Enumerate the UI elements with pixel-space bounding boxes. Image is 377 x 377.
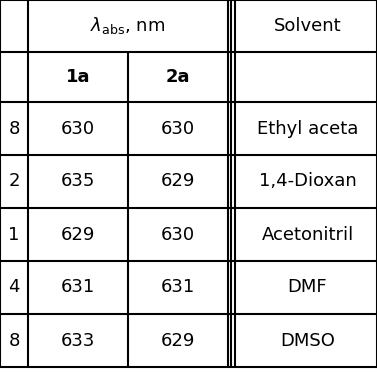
Text: 631: 631 bbox=[61, 279, 95, 296]
Text: 630: 630 bbox=[61, 120, 95, 138]
Text: DMSO: DMSO bbox=[280, 331, 335, 349]
Text: 8: 8 bbox=[8, 331, 20, 349]
Text: 1: 1 bbox=[8, 225, 20, 244]
Text: 1,4-Dioxan: 1,4-Dioxan bbox=[259, 173, 356, 190]
Text: 4: 4 bbox=[8, 279, 20, 296]
Text: 630: 630 bbox=[161, 120, 195, 138]
Text: 8: 8 bbox=[8, 120, 20, 138]
Text: Acetonitril: Acetonitril bbox=[261, 225, 354, 244]
Text: Ethyl aceta: Ethyl aceta bbox=[257, 120, 358, 138]
Text: 629: 629 bbox=[161, 173, 195, 190]
Text: 629: 629 bbox=[61, 225, 95, 244]
Text: DMF: DMF bbox=[288, 279, 327, 296]
Text: 630: 630 bbox=[161, 225, 195, 244]
Text: 633: 633 bbox=[61, 331, 95, 349]
Text: 2a: 2a bbox=[166, 68, 190, 86]
Text: Solvent: Solvent bbox=[274, 17, 341, 35]
Text: 635: 635 bbox=[61, 173, 95, 190]
Text: 2: 2 bbox=[8, 173, 20, 190]
Text: 629: 629 bbox=[161, 331, 195, 349]
Text: 631: 631 bbox=[161, 279, 195, 296]
Text: 1a: 1a bbox=[66, 68, 90, 86]
Text: $\lambda_{\mathrm{abs}}$, nm: $\lambda_{\mathrm{abs}}$, nm bbox=[90, 15, 166, 37]
